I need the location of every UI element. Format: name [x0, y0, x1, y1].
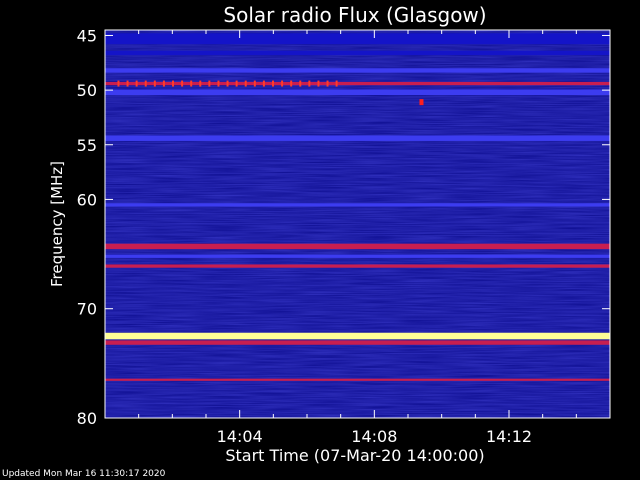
spike-12 — [226, 80, 229, 87]
x-tick-label-1: 14:08 — [351, 427, 397, 446]
band-6 — [105, 203, 610, 207]
spike-9 — [199, 80, 202, 87]
band-11 — [105, 340, 610, 345]
spike-1 — [126, 80, 129, 87]
x-tick-label-0: 14:04 — [217, 427, 263, 446]
y-tick-label-0: 45 — [77, 26, 97, 45]
band-10 — [105, 332, 610, 340]
spike-8 — [190, 80, 193, 87]
spike-19 — [290, 80, 293, 87]
spike-18 — [281, 80, 284, 87]
spike-5 — [162, 80, 165, 87]
spike-11 — [217, 80, 220, 87]
y-tick-label-4: 70 — [77, 300, 97, 319]
plot-noise — [105, 30, 610, 418]
spike-6 — [172, 80, 175, 87]
band-5 — [105, 135, 610, 141]
spike-3 — [144, 80, 147, 87]
burst-mark — [419, 99, 424, 106]
spike-23 — [326, 80, 329, 87]
x-axis-ticks: 14:04 14:08 14:12 — [138, 30, 577, 446]
spike-10 — [208, 80, 211, 87]
spike-0 — [117, 80, 120, 87]
spike-7 — [181, 80, 184, 87]
band-2 — [105, 68, 610, 73]
band-12 — [105, 378, 610, 381]
band-4 — [105, 89, 610, 96]
plot-frame — [104, 29, 611, 419]
spike-13 — [235, 80, 238, 87]
y-tick-label-3: 60 — [77, 190, 97, 209]
updated-timestamp: Updated Mon Mar 16 11:30:17 2020 — [2, 469, 166, 479]
band-9 — [105, 264, 610, 268]
band-7 — [105, 243, 610, 250]
emission-bands — [105, 33, 610, 381]
x-tick-label-2: 14:12 — [486, 427, 532, 446]
x-axis-label: Start Time (07-Mar-20 14:00:00) — [225, 446, 484, 465]
spike-15 — [253, 80, 256, 87]
y-axis-label: Frequency [MHz] — [48, 161, 66, 287]
spike-14 — [244, 80, 247, 87]
band-1 — [105, 50, 610, 56]
y-axis-ticks: 45 50 55 60 70 80 — [77, 26, 610, 428]
y-tick-label-5: 80 — [77, 409, 97, 428]
spike-24 — [335, 80, 338, 87]
band-0 — [105, 33, 610, 45]
spike-21 — [308, 80, 311, 87]
y-tick-label-1: 50 — [77, 81, 97, 100]
band-8 — [105, 254, 610, 258]
interference-spikes — [117, 80, 338, 87]
band-3 — [105, 81, 610, 86]
spike-2 — [135, 80, 138, 87]
spike-4 — [153, 80, 156, 87]
y-tick-label-2: 55 — [77, 136, 97, 155]
spike-22 — [317, 80, 320, 87]
radio-burst — [419, 99, 424, 106]
spike-17 — [271, 80, 274, 87]
chart-title: Solar radio Flux (Glasgow) — [223, 3, 486, 27]
spike-20 — [299, 80, 302, 87]
spike-16 — [262, 80, 265, 87]
